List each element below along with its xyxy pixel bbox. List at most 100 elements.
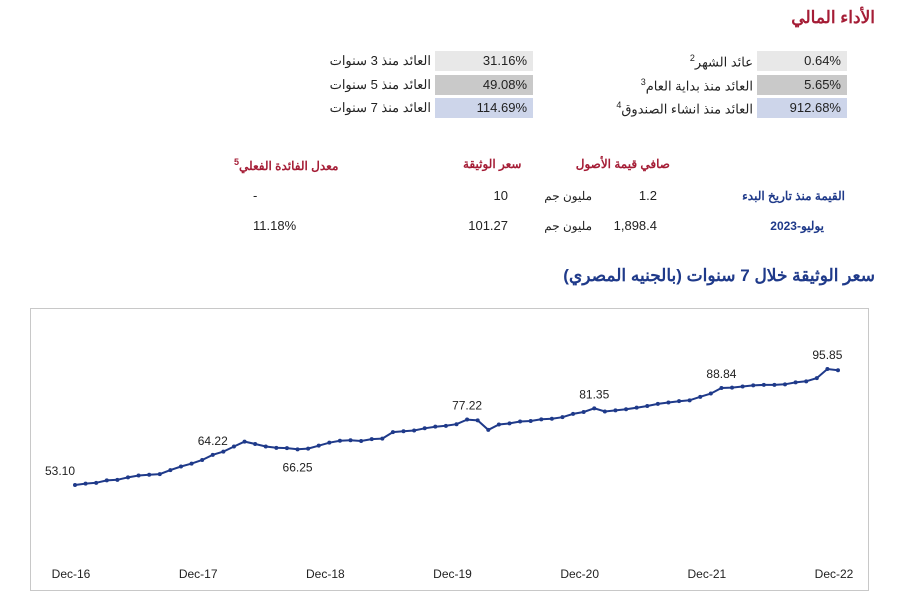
point <box>295 447 300 452</box>
footnote: 2 <box>689 53 695 63</box>
point <box>401 429 406 434</box>
point <box>125 475 130 480</box>
price-line <box>74 367 839 486</box>
point <box>698 394 703 399</box>
footnote: 5 <box>234 157 240 167</box>
point <box>571 411 576 416</box>
point <box>539 417 544 422</box>
point <box>496 422 501 427</box>
point <box>83 481 88 486</box>
point <box>178 464 183 469</box>
point <box>242 439 247 444</box>
point <box>475 418 480 423</box>
label-text: العائد منذ انشاء الصندوق <box>621 101 753 117</box>
point <box>465 417 470 422</box>
return-value: 49.08% <box>435 74 533 95</box>
point <box>189 461 194 466</box>
point <box>274 445 279 450</box>
data-label: 53.10 <box>45 464 75 478</box>
point <box>751 383 756 388</box>
return-value: 114.69% <box>435 98 533 118</box>
footnote: 4 <box>616 100 622 110</box>
yield: 11.18% <box>253 218 297 233</box>
point <box>825 367 830 371</box>
point <box>687 398 692 403</box>
point <box>210 452 215 457</box>
point <box>507 421 512 426</box>
point <box>284 446 289 451</box>
nav-unit: مليون جم <box>544 189 592 203</box>
point <box>147 472 152 477</box>
point <box>761 382 766 387</box>
x-tick-label: Dec-19 <box>433 567 472 581</box>
point <box>253 442 258 447</box>
point <box>359 439 364 444</box>
column-header: سعر الوثيقة <box>463 157 522 171</box>
point <box>528 418 533 423</box>
point <box>486 427 491 432</box>
point <box>602 409 607 414</box>
point <box>380 436 385 441</box>
point <box>443 423 448 428</box>
x-tick-label: Dec-20 <box>560 567 599 581</box>
x-tick-label: Dec-22 <box>815 567 854 581</box>
point <box>666 400 671 405</box>
point <box>200 458 205 463</box>
label-text: العائد منذ بداية العام <box>645 77 753 93</box>
point <box>814 376 819 381</box>
label-text: العائد منذ 5 سنوات <box>329 76 431 92</box>
data-label: 66.25 <box>283 460 313 474</box>
label-text: عائد الشهر <box>694 54 753 70</box>
point <box>136 473 141 478</box>
data-label: 77.22 <box>452 399 482 413</box>
point <box>306 446 311 451</box>
data-label: 95.85 <box>812 348 842 362</box>
point <box>634 405 639 410</box>
point <box>337 438 342 443</box>
point <box>369 437 374 442</box>
point <box>231 444 236 449</box>
x-tick-label: Dec-21 <box>687 567 726 581</box>
unit-price: 101.27 <box>468 218 508 233</box>
point <box>263 444 268 449</box>
point <box>772 382 777 387</box>
x-tick-label: Dec-17 <box>179 567 218 581</box>
nav-value: 1.2 <box>638 188 657 203</box>
return-value: 0.64% <box>757 51 847 71</box>
point <box>613 408 618 413</box>
point <box>168 468 173 473</box>
return-label: العائد منذ 7 سنوات <box>330 100 431 116</box>
point <box>94 480 99 485</box>
point <box>645 404 650 409</box>
column-header: صافي قيمة الأصول <box>575 157 670 171</box>
return-value: 912.68% <box>757 98 847 118</box>
point <box>104 478 109 483</box>
footnote: 3 <box>640 76 646 87</box>
point <box>677 399 682 404</box>
point <box>592 406 597 411</box>
point <box>157 472 162 477</box>
point <box>836 368 840 373</box>
return-label: عائد الشهر2 <box>690 53 753 70</box>
section-title: الأداء المالي <box>791 8 875 27</box>
return-label: العائد منذ انشاء الصندوق4 <box>616 100 753 117</box>
point <box>719 386 724 391</box>
point <box>221 449 226 454</box>
row-header: يوليو-2023 <box>770 219 824 233</box>
x-tick-label: Dec-16 <box>52 567 91 581</box>
point <box>549 416 554 421</box>
return-label: العائد منذ بداية العام3 <box>641 77 753 94</box>
point <box>624 407 629 412</box>
point <box>518 419 523 424</box>
data-label: 88.84 <box>706 367 736 381</box>
unit-price: 10 <box>493 188 508 203</box>
chart-frame <box>30 308 869 591</box>
nav-unit: مليون جم <box>544 219 592 233</box>
return-label: العائد منذ 3 سنوات <box>330 53 431 69</box>
return-value: 31.16% <box>435 51 533 71</box>
nav-value: 1,898.4 <box>613 218 657 233</box>
point <box>730 385 735 390</box>
label-text: العائد منذ 7 سنوات <box>329 100 431 115</box>
